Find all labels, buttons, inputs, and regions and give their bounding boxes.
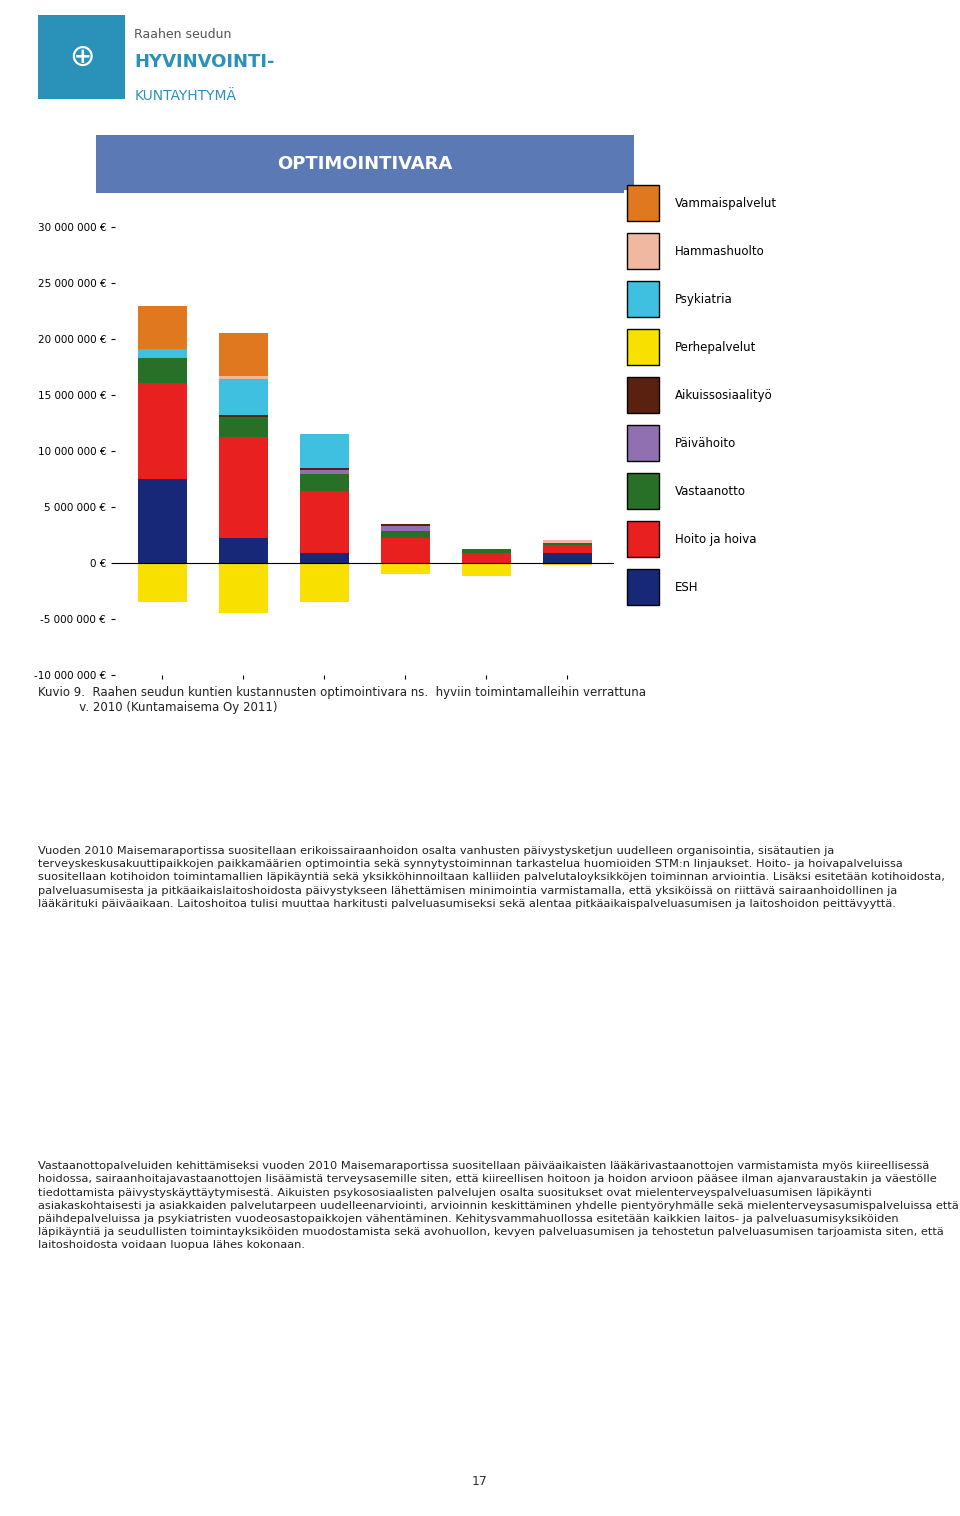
Bar — [381, 532, 430, 538]
Bar — [381, 523, 430, 526]
Bar — [219, 538, 268, 562]
Text: OPTIMOINTIVARA: OPTIMOINTIVARA — [277, 155, 452, 173]
Bar — [462, 562, 511, 576]
Text: Hoito ja hoiva: Hoito ja hoiva — [675, 532, 756, 546]
Text: HYVINVOINTI-: HYVINVOINTI- — [134, 53, 275, 71]
Bar — [138, 358, 186, 382]
Bar — [381, 526, 430, 532]
Bar — [138, 562, 186, 602]
Bar — [219, 415, 268, 417]
Bar — [381, 538, 430, 562]
Text: Kuvio 9.  Raahen seudun kuntien kustannusten optimointivara ns.  hyviin toiminta: Kuvio 9. Raahen seudun kuntien kustannus… — [38, 687, 646, 714]
FancyBboxPatch shape — [627, 568, 659, 605]
Text: Vammaispalvelut: Vammaispalvelut — [675, 197, 777, 209]
Bar — [138, 349, 186, 358]
Bar — [543, 543, 591, 544]
Bar — [219, 417, 268, 438]
Bar — [138, 382, 186, 479]
Bar — [219, 379, 268, 415]
Text: Vastaanotto: Vastaanotto — [675, 485, 746, 497]
Text: Perhepalvelut: Perhepalvelut — [675, 341, 756, 353]
Bar — [300, 491, 348, 553]
FancyBboxPatch shape — [627, 522, 659, 558]
Bar — [543, 544, 591, 553]
Text: Aikuissosiaalityö: Aikuissosiaalityö — [675, 388, 773, 402]
Bar — [462, 549, 511, 553]
FancyBboxPatch shape — [627, 185, 659, 221]
Bar — [219, 376, 268, 379]
Bar — [219, 438, 268, 538]
Text: KUNTAYHTYMÄ: KUNTAYHTYMÄ — [134, 88, 236, 103]
Bar — [138, 306, 186, 349]
Bar — [300, 553, 348, 562]
FancyBboxPatch shape — [627, 424, 659, 461]
FancyBboxPatch shape — [627, 329, 659, 365]
Bar — [138, 479, 186, 562]
Text: ESH: ESH — [675, 581, 698, 594]
Bar — [300, 434, 348, 467]
Bar — [543, 540, 591, 543]
Text: 17: 17 — [472, 1475, 488, 1489]
FancyBboxPatch shape — [627, 233, 659, 270]
FancyBboxPatch shape — [627, 280, 659, 317]
Bar — [543, 553, 591, 562]
Bar — [543, 562, 591, 565]
Bar — [462, 553, 511, 562]
Text: Vuoden 2010 Maisemaraportissa suositellaan erikoissairaanhoidon osalta vanhusten: Vuoden 2010 Maisemaraportissa suositella… — [38, 846, 946, 908]
Text: Hammashuolto: Hammashuolto — [675, 244, 764, 258]
Text: Psykiatria: Psykiatria — [675, 293, 732, 306]
Bar — [300, 470, 348, 475]
Bar — [219, 334, 268, 376]
Bar — [219, 562, 268, 612]
Bar — [300, 467, 348, 470]
Bar — [381, 562, 430, 575]
Text: Päivähoito: Päivähoito — [675, 437, 736, 450]
Text: Vastaanottopalveluiden kehittämiseksi vuoden 2010 Maisemaraportissa suositellaan: Vastaanottopalveluiden kehittämiseksi vu… — [38, 1161, 959, 1251]
Bar — [300, 562, 348, 602]
FancyBboxPatch shape — [627, 473, 659, 509]
Text: ⊕: ⊕ — [69, 42, 94, 71]
Bar — [300, 475, 348, 491]
FancyBboxPatch shape — [627, 377, 659, 414]
Text: Raahen seudun: Raahen seudun — [134, 27, 231, 41]
